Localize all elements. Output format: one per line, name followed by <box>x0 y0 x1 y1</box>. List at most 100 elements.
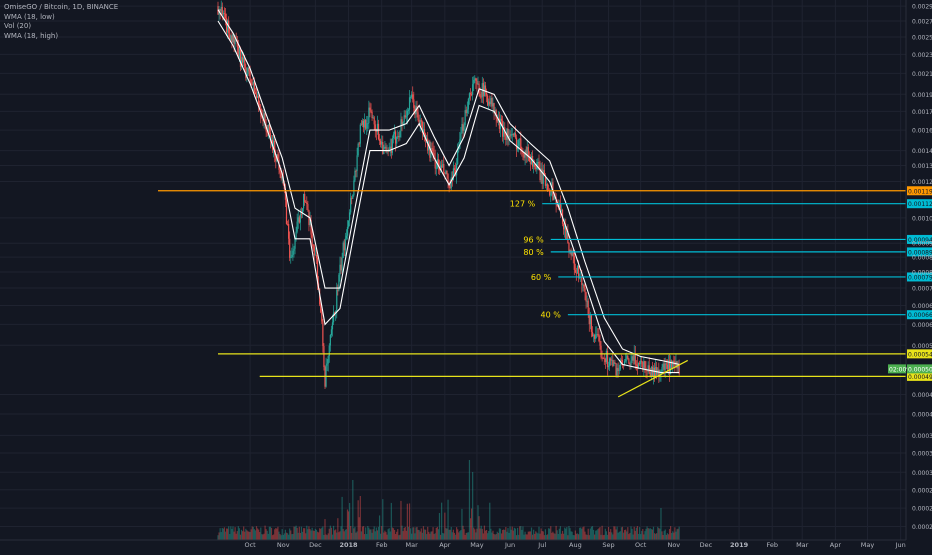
volume-bar <box>347 511 350 540</box>
price-axis-tick-label: 0.001250 <box>912 179 932 186</box>
volume-bar <box>243 526 245 540</box>
candle-body <box>567 230 569 243</box>
volume-bar <box>237 526 239 540</box>
candle-body <box>248 67 250 72</box>
candle-body <box>500 118 503 121</box>
candle-body <box>400 119 402 131</box>
price-axis-tick-label: 0.000410 <box>912 411 932 418</box>
volume-bar <box>493 534 495 540</box>
candle-body <box>585 292 587 302</box>
indicator-volume[interactable]: Vol (20) <box>4 22 32 30</box>
volume-bar <box>395 534 397 540</box>
volume-bar <box>434 533 436 540</box>
volume-bar <box>429 533 431 540</box>
candle-body <box>564 226 566 230</box>
volume-bar <box>295 525 297 540</box>
volume-bar <box>407 526 410 540</box>
volume-bar <box>445 528 447 540</box>
candle-body <box>511 133 513 135</box>
candle-body <box>338 274 340 291</box>
fib-price-tag-label: 0.001124 <box>908 201 932 208</box>
volume-bar <box>448 529 450 540</box>
volume-bar <box>659 528 661 540</box>
volume-bar <box>378 515 381 540</box>
candle-body <box>411 94 413 98</box>
volume-bar <box>509 526 511 540</box>
volume-bar <box>217 535 219 540</box>
volume-bar <box>571 531 573 540</box>
candle-body <box>652 367 655 377</box>
price-tag-box <box>907 371 932 381</box>
volume-bar <box>655 533 657 540</box>
candle-body <box>456 164 458 176</box>
volume-bar <box>458 532 460 540</box>
fib-price-tag-box <box>907 199 932 209</box>
candle-body <box>386 151 388 153</box>
candle-body <box>310 219 312 235</box>
candle-body <box>602 358 604 360</box>
candle-body <box>284 188 287 200</box>
volume-bar <box>666 533 668 540</box>
price-axis-tick-label: 0.001750 <box>912 109 932 116</box>
volume-bar <box>330 527 333 540</box>
volume-bar <box>309 529 311 540</box>
volume-bar <box>275 528 277 540</box>
volume-bar <box>511 526 513 540</box>
volume-bar <box>590 526 593 540</box>
volume-bar <box>459 531 461 540</box>
volume-bar <box>595 530 597 540</box>
candle-body <box>431 148 433 150</box>
candle-body <box>586 300 588 302</box>
volume-bar <box>331 534 334 540</box>
candle-body <box>346 226 349 236</box>
volume-bar <box>526 534 528 540</box>
volume-bar <box>319 528 321 540</box>
candle-body <box>292 250 294 255</box>
volume-bar <box>585 534 587 540</box>
candle-body <box>590 315 593 332</box>
volume-bar <box>489 502 491 540</box>
candle-body <box>343 242 345 251</box>
candle-body <box>381 141 383 145</box>
price-axis-tick-label: 0.000239 <box>912 524 932 531</box>
candle-body <box>413 99 415 108</box>
indicator-wma-high[interactable]: WMA (18, high) <box>4 31 59 40</box>
candle-body <box>239 48 242 67</box>
candle-body <box>546 184 549 191</box>
candle-body <box>518 140 520 146</box>
volume-bar <box>629 532 631 540</box>
volume-bar <box>239 534 242 540</box>
volume-bar <box>525 534 527 540</box>
candle-body <box>492 103 494 107</box>
volume-bar <box>462 525 464 540</box>
candle-body <box>583 284 585 288</box>
volume-bar <box>512 530 514 540</box>
candle-body <box>461 124 463 134</box>
indicator-wma-low[interactable]: WMA (18, low) <box>4 12 55 21</box>
volume-bar <box>441 502 443 540</box>
volume-bar <box>424 529 427 540</box>
volume-bar <box>411 533 413 540</box>
volume-bar <box>368 527 370 540</box>
candle-body <box>300 214 303 216</box>
candle-body <box>559 203 561 211</box>
candle-body <box>323 345 325 368</box>
volume-bar <box>550 526 552 540</box>
volume-bar <box>400 500 402 540</box>
time-axis-tick-label: Feb <box>766 541 778 549</box>
candle-body <box>407 109 410 111</box>
volume-bar <box>664 529 666 540</box>
volume-bar <box>261 534 263 540</box>
volume-bar <box>265 529 267 540</box>
candle-body <box>291 254 293 258</box>
volume-bar <box>447 499 449 540</box>
volume-bar <box>506 531 508 540</box>
volume-bar <box>662 535 664 540</box>
volume-bar <box>353 528 355 540</box>
fib-level-label: 127 % <box>510 200 536 209</box>
volume-bar <box>342 528 344 540</box>
candle-body <box>484 85 487 93</box>
volume-bar <box>522 526 524 540</box>
